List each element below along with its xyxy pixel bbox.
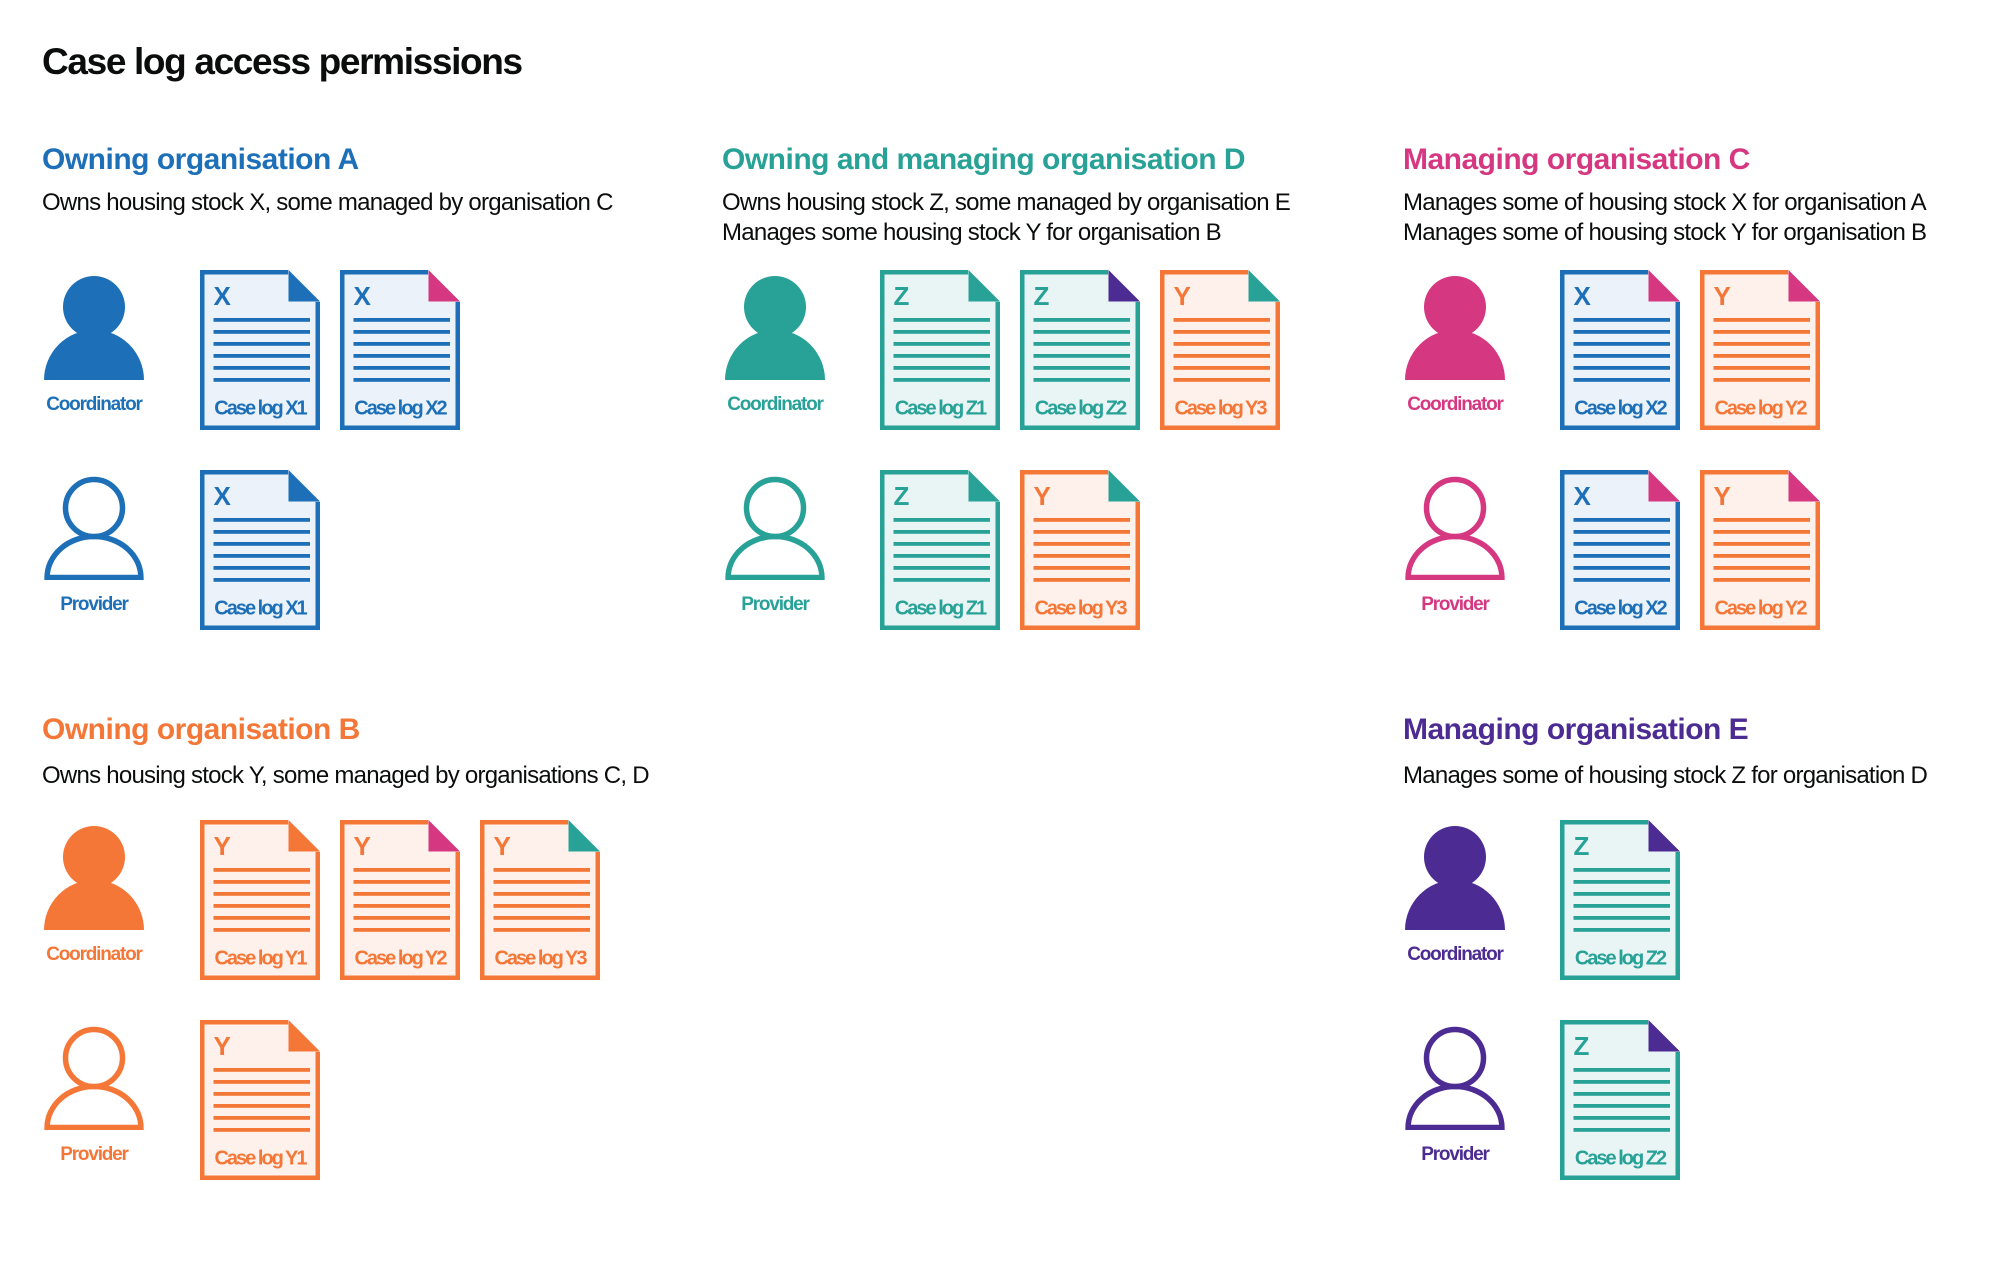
svg-text:Case log Y2: Case log Y2 [354,948,447,970]
svg-text:Y: Y [1714,481,1731,511]
svg-text:Y: Y [494,831,511,861]
svg-text:Z: Z [1574,831,1590,861]
svg-text:Case log X2: Case log X2 [1574,398,1667,420]
svg-text:Case log Y2: Case log Y2 [1714,398,1807,420]
svg-text:Case log Y1: Case log Y1 [214,948,307,970]
svg-text:Case log X2: Case log X2 [354,398,447,420]
svg-text:Case log X2: Case log X2 [1574,598,1667,620]
svg-text:Case log Y3: Case log Y3 [1174,398,1267,420]
svg-text:Y: Y [354,831,371,861]
svg-text:X: X [214,281,232,311]
svg-text:Y: Y [1174,281,1191,311]
svg-text:Y: Y [214,831,231,861]
svg-text:Z: Z [894,481,910,511]
svg-text:Case log Z2: Case log Z2 [1575,948,1667,970]
svg-text:Y: Y [1714,281,1731,311]
svg-text:Case log X1: Case log X1 [214,398,307,420]
svg-text:Case log Z1: Case log Z1 [895,598,987,620]
svg-text:Case log Z1: Case log Z1 [895,398,987,420]
svg-text:Case log X1: Case log X1 [214,598,307,620]
svg-text:Case log Z2: Case log Z2 [1035,398,1127,420]
svg-text:X: X [354,281,372,311]
svg-text:Z: Z [894,281,910,311]
svg-text:Case log Y1: Case log Y1 [214,1148,307,1170]
svg-text:Z: Z [1034,281,1050,311]
svg-text:X: X [1574,481,1592,511]
svg-text:Case log Y2: Case log Y2 [1714,598,1807,620]
svg-text:X: X [1574,281,1592,311]
svg-text:Case log Y3: Case log Y3 [494,948,587,970]
svg-text:Case log Z2: Case log Z2 [1575,1148,1667,1170]
svg-text:Z: Z [1574,1031,1590,1061]
svg-text:Y: Y [1034,481,1051,511]
svg-text:X: X [214,481,232,511]
svg-text:Case log Y3: Case log Y3 [1034,598,1127,620]
svg-text:Y: Y [214,1031,231,1061]
